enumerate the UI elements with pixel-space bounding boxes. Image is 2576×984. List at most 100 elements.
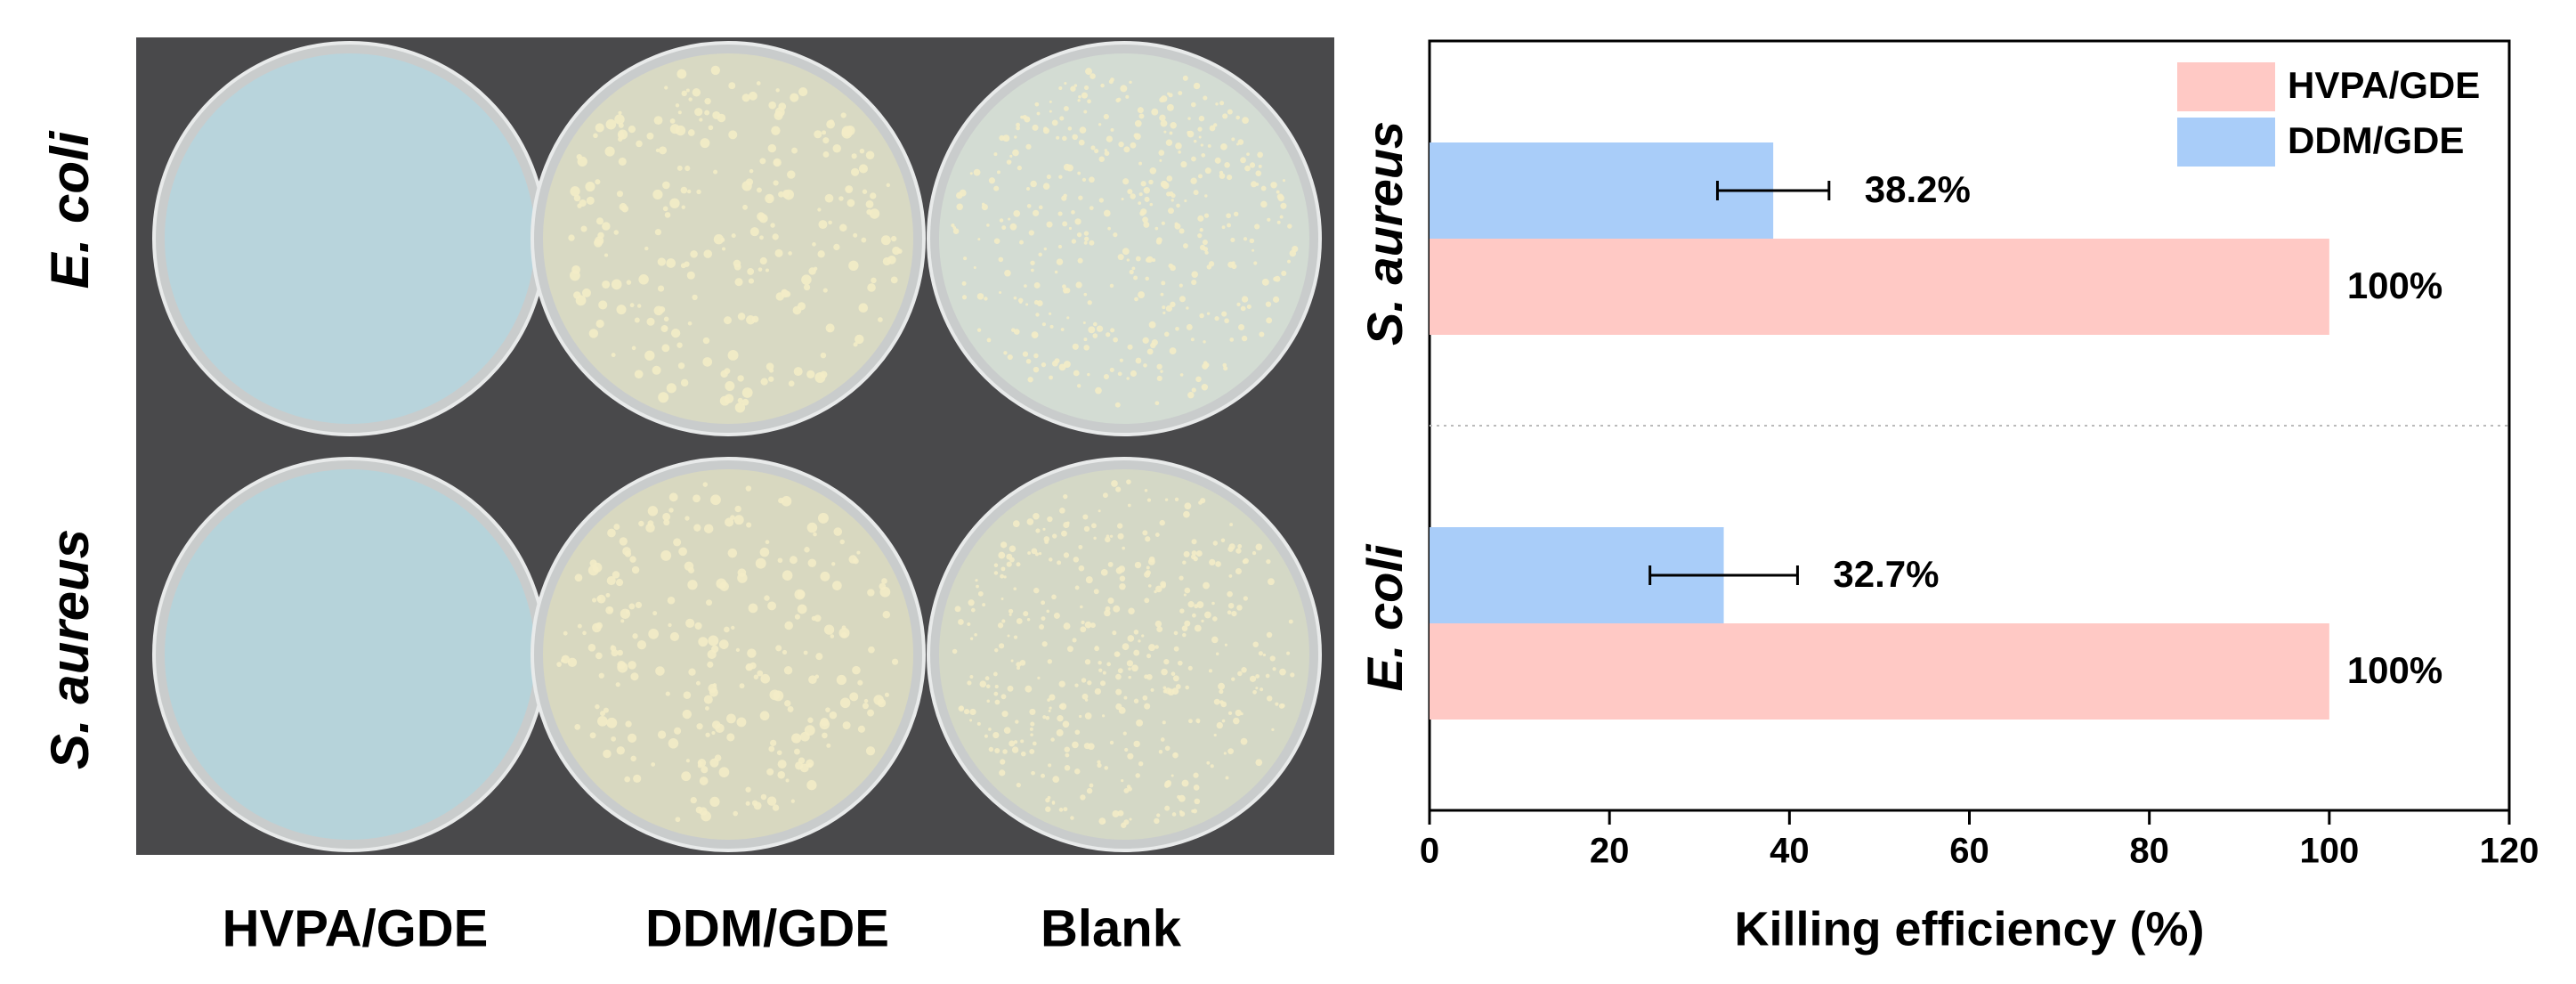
colony [669,198,680,208]
colony [969,637,974,640]
colony [1122,731,1127,736]
colony [1077,99,1081,102]
colony [1224,643,1227,647]
colony [1227,109,1233,115]
colony [1026,518,1034,525]
colony [608,606,613,612]
colony [749,168,754,174]
colony [1074,585,1080,590]
colony [1168,207,1174,215]
colony [1057,211,1063,216]
colony [764,595,770,601]
colony [1085,576,1093,584]
colony [1219,101,1225,106]
colony [1161,221,1165,225]
colony [1003,575,1007,579]
colony [1221,719,1226,723]
colony [1167,92,1171,95]
colony [832,581,842,590]
colony [1227,711,1233,715]
colony [748,603,758,614]
colony [1016,122,1021,127]
colony [739,683,745,689]
colony [1057,244,1063,249]
colony [1156,813,1161,817]
x-tick-label: 40 [1770,832,1810,871]
colony [1164,805,1171,811]
x-tick-label: 20 [1590,832,1630,871]
colony [1208,669,1213,673]
colony [801,274,812,285]
colony [1117,533,1124,540]
colony [1142,695,1148,701]
colony [1016,562,1021,567]
colony [749,227,759,237]
colony [1155,239,1162,245]
colony [1082,514,1089,520]
colony [1080,794,1086,801]
colony [751,800,758,807]
colony [1105,536,1111,543]
colony [1145,536,1151,542]
colony [1159,159,1162,162]
colony [1266,695,1273,702]
colony [1214,157,1221,164]
colony [668,508,674,513]
colony [1049,100,1052,103]
colony [1159,114,1166,122]
colony [852,665,861,675]
colony [735,647,741,653]
colony [664,212,671,218]
colony [1211,636,1219,644]
colony [760,673,771,684]
colony [1009,154,1013,158]
colony [747,648,757,658]
colony [1098,661,1102,665]
colony [680,186,688,194]
colony [626,280,632,285]
colony [677,110,682,115]
colony [709,687,718,697]
colony [1133,740,1140,748]
colony [1138,291,1145,299]
colony [1026,618,1031,622]
colony [984,297,988,301]
colony [1049,706,1052,710]
colony [773,180,779,186]
colony [1218,682,1226,690]
colony [967,680,972,686]
colony [1051,119,1058,126]
colony [1063,105,1069,111]
colony [699,777,709,785]
colony [716,578,727,590]
colony [803,650,808,655]
colony [1143,363,1147,368]
colony [1163,658,1170,665]
colony [1266,558,1271,565]
colony [703,524,714,533]
colony [1033,587,1040,594]
colony [1001,619,1006,623]
colony [1274,275,1281,282]
colony [1267,578,1275,586]
colony [1206,312,1211,315]
colony [1195,376,1202,383]
colony [1013,329,1020,335]
colony [1033,366,1040,373]
colony [1067,126,1073,131]
colony [757,267,763,272]
colony [1126,258,1130,262]
colony [1194,604,1199,609]
colony [657,730,667,739]
colony [711,730,716,736]
colony [654,229,662,236]
x-axis-title: Killing efficiency (%) [1734,902,2204,956]
colony [1122,546,1126,550]
colony [1249,238,1255,244]
colony [741,398,749,406]
colony [631,565,640,574]
column-label: HVPA/GDE [223,899,489,957]
colony [1184,587,1191,594]
colony [961,281,967,286]
colony [1164,745,1171,752]
